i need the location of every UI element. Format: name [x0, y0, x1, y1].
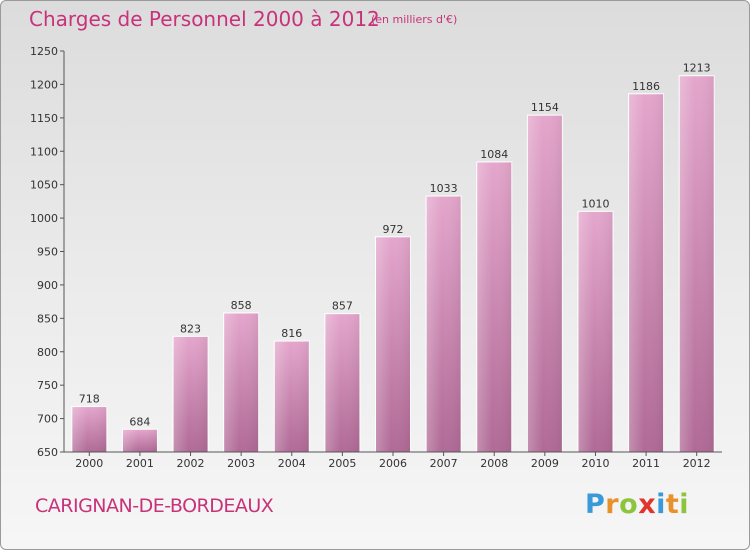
- bar-shade-2008: [476, 161, 512, 452]
- bar-shade-2002: [173, 336, 209, 452]
- value-label-2005: 857: [332, 300, 353, 313]
- bars-group: 718 684 823 858 816 857 972 1033 1084 1154 1010 118…: [71, 62, 715, 453]
- bar-shade-2012: [679, 75, 715, 452]
- value-label-2009: 1154: [531, 101, 559, 114]
- y-tick-label: 1050: [30, 179, 58, 192]
- value-label-2012: 1213: [683, 62, 711, 75]
- bar-shade-2004: [274, 341, 310, 452]
- y-tick-label: 1250: [30, 45, 58, 58]
- x-tick-label-2012: 2012: [683, 457, 711, 470]
- logo-letter: r: [605, 489, 620, 520]
- x-tick-label-2009: 2009: [531, 457, 559, 470]
- y-tick-label: 700: [37, 413, 58, 426]
- x-tick-label-2005: 2005: [328, 457, 356, 470]
- chart-title: Charges de Personnel 2000 à 2012: [29, 7, 380, 31]
- x-tick-label-2003: 2003: [227, 457, 255, 470]
- x-tick-label-2010: 2010: [581, 457, 609, 470]
- x-axis: 2000 2001 2002 2003 2004 2005 2006 2007 2008 2009…: [64, 451, 722, 470]
- y-tick-label: 1100: [30, 145, 58, 158]
- bar-shade-2009: [527, 115, 563, 452]
- y-axis: 650 700 750 800 850 900 950 1000 1050 1100 1150 120…: [30, 45, 65, 459]
- logo-letter: t: [665, 489, 680, 520]
- bar-shade-2006: [375, 236, 411, 452]
- logo-letter: i: [679, 489, 690, 520]
- x-tick-label-2006: 2006: [379, 457, 407, 470]
- value-label-2007: 1033: [430, 182, 458, 195]
- logo-letter: o: [619, 489, 639, 520]
- bar-shade-2005: [324, 313, 360, 452]
- x-tick-label-2011: 2011: [632, 457, 660, 470]
- value-label-2002: 823: [180, 322, 201, 335]
- logo-letter: P: [585, 489, 606, 520]
- y-tick-label: 900: [37, 279, 58, 292]
- value-label-2011: 1186: [632, 80, 660, 93]
- value-label-2003: 858: [231, 299, 252, 312]
- commune-name: CARIGNAN-DE-BORDEAUX: [35, 495, 274, 517]
- y-tick-label: 750: [37, 379, 58, 392]
- logo-letter: x: [638, 489, 657, 520]
- bar-shade-2011: [628, 93, 664, 453]
- y-tick-label: 800: [37, 346, 58, 359]
- x-tick-label-2002: 2002: [177, 457, 205, 470]
- x-tick-label-2004: 2004: [278, 457, 306, 470]
- value-label-2006: 972: [383, 223, 404, 236]
- proxiti-logo: Proxiti: [585, 489, 689, 520]
- y-tick-label: 1200: [30, 78, 58, 91]
- y-tick-label: 1000: [30, 212, 58, 225]
- value-label-2008: 1084: [480, 148, 508, 161]
- y-tick-label: 1150: [30, 112, 58, 125]
- value-label-2001: 684: [129, 415, 150, 428]
- bar-shade-2000: [71, 406, 107, 452]
- logo-letter: i: [656, 489, 666, 520]
- chart-subtitle: (en milliers d'€): [371, 13, 458, 26]
- value-label-2004: 816: [281, 327, 302, 340]
- x-tick-label-2008: 2008: [480, 457, 508, 470]
- y-tick-label: 850: [37, 312, 58, 325]
- x-tick-label-2007: 2007: [430, 457, 458, 470]
- x-tick-label-2001: 2001: [126, 457, 154, 470]
- y-tick-label: 650: [37, 446, 58, 459]
- bar-shade-2007: [426, 196, 462, 452]
- value-label-2000: 718: [79, 393, 100, 406]
- bar-shade-2001: [122, 429, 158, 452]
- bar-shade-2010: [577, 211, 613, 452]
- value-label-2010: 1010: [581, 197, 609, 210]
- y-tick-label: 950: [37, 246, 58, 259]
- x-tick-label-2000: 2000: [75, 457, 103, 470]
- bar-shade-2003: [223, 312, 259, 452]
